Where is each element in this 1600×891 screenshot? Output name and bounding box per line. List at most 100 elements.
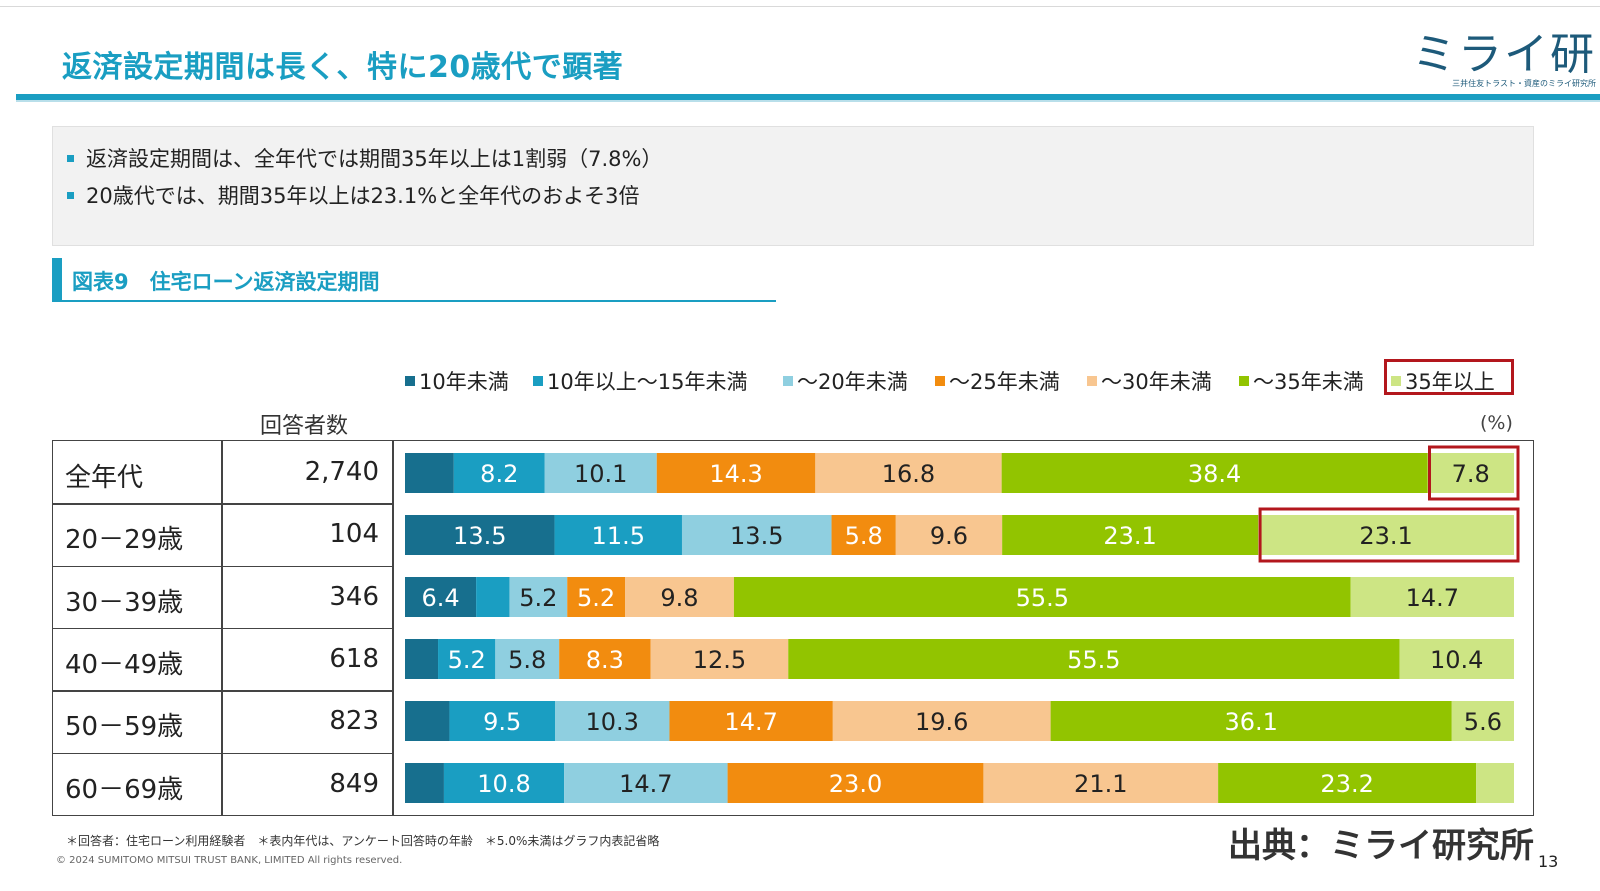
summary-bullet: 20歳代では、期間35年以上は23.1%と全年代のおよそ3倍 (67, 180, 640, 210)
page-title: 返済設定期間は長く、特に20歳代で顕著 (62, 50, 624, 85)
data-label: 5.8 (508, 646, 546, 674)
page-number: 13 (1538, 852, 1559, 871)
data-label: 23.1 (1359, 522, 1412, 550)
bar-segment (983, 763, 1219, 803)
legend-swatch (1239, 376, 1249, 386)
bar-segment (476, 577, 510, 617)
data-label: 5.8 (845, 522, 883, 550)
logo: ミライ研 三井住友トラスト・資産のミライ研究所 (1412, 12, 1600, 92)
data-label: 10.3 (586, 708, 639, 736)
bar-segment (1399, 639, 1514, 679)
bar-segment (733, 577, 1351, 617)
bar-segment (1218, 763, 1477, 803)
bar-segment (449, 701, 556, 741)
summary-box: 返済設定期間は、全年代では期間35年以上は1割弱（7.8%） 20歳代では、期間… (52, 126, 1534, 246)
bar-segment (727, 763, 984, 803)
bar-segment (559, 639, 651, 679)
data-label: 10.1 (574, 460, 627, 488)
bar-segment (1476, 763, 1514, 803)
data-label: 9.5 (483, 708, 521, 736)
bar-segment (509, 577, 568, 617)
row-label: 50－59歳 (65, 712, 184, 743)
bullet-marker (67, 191, 74, 199)
bar-segment (554, 515, 682, 555)
respondent-count: 346 (329, 581, 379, 612)
legend-label: 35年以上 (1405, 370, 1495, 394)
data-label: 16.8 (882, 460, 935, 488)
row-divider (53, 752, 394, 754)
bar-segment (625, 577, 734, 617)
data-label: 23.1 (1103, 522, 1156, 550)
bar-segment (895, 515, 1003, 555)
bar-segment (831, 515, 896, 555)
respondent-count: 2,740 (304, 457, 379, 487)
logo-subtext: 三井住友トラスト・資産のミライ研究所 (1452, 79, 1596, 88)
bar-segment (453, 453, 545, 493)
bar-segment (1001, 453, 1428, 493)
bar-segment (650, 639, 789, 679)
bar-segment (405, 577, 477, 617)
data-label: 12.5 (693, 646, 746, 674)
bar-segment (405, 639, 439, 679)
data-label: 5.2 (448, 646, 486, 674)
legend-item: ～20年未満 (783, 366, 908, 396)
bar-segment (555, 701, 670, 741)
legend-swatch (405, 376, 415, 386)
respondent-count: 618 (329, 643, 379, 674)
data-label: 21.1 (1074, 770, 1127, 798)
data-label: 10.8 (477, 770, 530, 798)
legend-label: 10年未満 (419, 370, 509, 394)
figure-title: 図表9 住宅ローン返済設定期間 (72, 270, 380, 294)
unit-label: (%) (1480, 412, 1513, 434)
row-label: 30－39歳 (65, 587, 184, 618)
legend-highlight-box (1384, 359, 1514, 395)
bar-segment (788, 639, 1400, 679)
legend-swatch (1087, 376, 1097, 386)
respondent-count: 823 (329, 706, 379, 737)
figure-title-rule (62, 300, 776, 302)
bar-segment (544, 453, 657, 493)
respondents-header: 回答者数 (260, 414, 349, 439)
bar-segment (438, 639, 496, 679)
data-label: 36.1 (1224, 708, 1277, 736)
data-label: 23.2 (1320, 770, 1373, 798)
row-label: 20－29歳 (65, 525, 184, 556)
row-divider (53, 627, 394, 630)
data-label: 5.2 (577, 584, 615, 612)
legend-item: ～35年未満 (1239, 366, 1364, 396)
data-label: 5.6 (1464, 708, 1502, 736)
summary-bullet-text: 返済設定期間は、全年代では期間35年以上は1割弱（7.8%） (86, 147, 663, 171)
bar-segment (656, 453, 816, 493)
summary-bullet: 返済設定期間は、全年代では期間35年以上は1割弱（7.8%） (67, 143, 662, 173)
highlight-box (1428, 445, 1520, 501)
logo-text: ミライ研 (1412, 29, 1596, 80)
data-label: 10.4 (1430, 646, 1483, 674)
legend-item: 35年以上 (1391, 366, 1495, 396)
bar-segment (495, 639, 560, 679)
data-label: 55.5 (1067, 646, 1120, 674)
legend-label: ～20年未満 (797, 370, 908, 394)
data-label: 11.5 (592, 522, 645, 550)
bar-segment (564, 763, 728, 803)
data-label: 14.7 (1406, 584, 1459, 612)
legend-label: ～25年未満 (949, 370, 1060, 394)
bar-segment (681, 515, 832, 555)
data-label: 8.2 (480, 460, 518, 488)
data-label: 6.4 (421, 584, 459, 612)
respondent-count: 104 (329, 519, 379, 550)
data-label: 23.0 (829, 770, 882, 798)
data-label: 13.5 (730, 522, 783, 550)
bar-segment (405, 701, 450, 741)
top-border (0, 6, 1600, 7)
title-rule-light (16, 100, 1600, 102)
bar-segment (1427, 453, 1514, 493)
legend-swatch (1391, 376, 1401, 386)
legend-label: ～35年未満 (1253, 370, 1364, 394)
legend-swatch (935, 376, 945, 386)
data-label: 14.7 (724, 708, 777, 736)
bar-segment (405, 763, 444, 803)
bar-segment (1350, 577, 1514, 617)
row-divider (53, 690, 394, 692)
figure-title-accent (52, 258, 62, 302)
data-label: 14.7 (619, 770, 672, 798)
